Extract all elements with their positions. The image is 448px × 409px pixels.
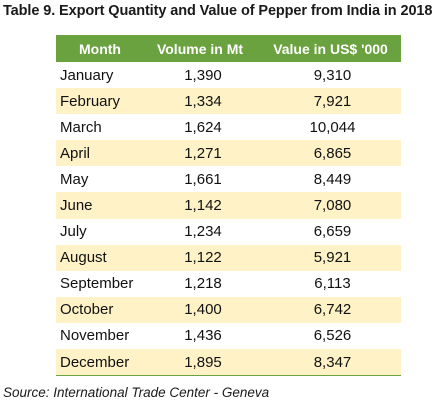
table-row: August 1,122 5,921 [56,244,401,271]
table-body: January 1,390 9,310 February 1,334 7,921 March… [56,62,401,376]
cell-volume: 1,234 [184,223,222,241]
table-row: February 1,334 7,921 [56,88,401,115]
table-caption: Table 9. Export Quantity and Value of Pe… [3,3,433,19]
table-header-row: Month Volume in Mt Value in US$ '000 [56,35,401,62]
table-row: July 1,234 6,659 [56,218,401,245]
source-note: Source: International Trade Center - Gen… [3,385,270,400]
cell-month: April [60,144,91,162]
cell-month: October [60,301,114,319]
table-row: May 1,661 8,449 [56,166,401,193]
cell-value: 9,310 [313,66,352,84]
cell-value: 6,113 [314,275,351,293]
export-table: Month Volume in Mt Value in US$ '000 Jan… [56,35,401,377]
cell-volume: 1,895 [184,353,222,371]
table-row: June 1,142 7,080 [56,192,401,219]
cell-volume: 1,334 [184,92,222,110]
cell-value: 6,659 [313,223,352,241]
table-row: January 1,390 9,310 [56,62,401,89]
cell-month: June [60,197,93,215]
table-bottom-rule [56,375,401,377]
cell-volume: 1,436 [184,327,222,345]
cell-value: 5,921 [313,249,352,267]
table-row: September 1,218 6,113 [56,270,401,297]
cell-value: 6,742 [313,301,352,319]
cell-month: December [60,353,130,371]
cell-month: July [60,223,87,241]
cell-volume: 1,624 [184,118,222,136]
cell-volume: 1,142 [184,197,222,215]
cell-volume: 1,218 [184,275,222,293]
table-row: December 1,895 8,347 [56,349,401,376]
header-volume: Volume in Mt [156,40,244,57]
cell-volume: 1,661 [184,170,222,188]
cell-value: 7,921 [313,92,352,110]
cell-month: May [60,170,89,188]
cell-volume: 1,122 [184,249,222,267]
cell-volume: 1,390 [184,66,222,84]
cell-value: 8,449 [313,170,352,188]
cell-month: February [60,92,121,110]
header-value: Value in US$ '000 [273,40,388,57]
cell-volume: 1,271 [184,144,222,162]
cell-value: 6,865 [313,144,352,162]
table-row: March 1,624 10,044 [56,114,401,141]
cell-month: January [60,66,114,84]
table-row: April 1,271 6,865 [56,140,401,167]
header-month: Month [79,40,121,57]
cell-value: 6,526 [313,327,352,345]
cell-volume: 1,400 [184,301,222,319]
table-row: October 1,400 6,742 [56,296,401,323]
cell-month: September [60,275,134,293]
cell-value: 8,347 [313,353,352,371]
cell-month: August [60,249,107,267]
cell-value: 7,080 [313,197,352,215]
cell-month: November [60,327,130,345]
table-row: November 1,436 6,526 [56,322,401,350]
cell-month: March [60,118,102,136]
cell-value: 10,044 [309,118,356,136]
